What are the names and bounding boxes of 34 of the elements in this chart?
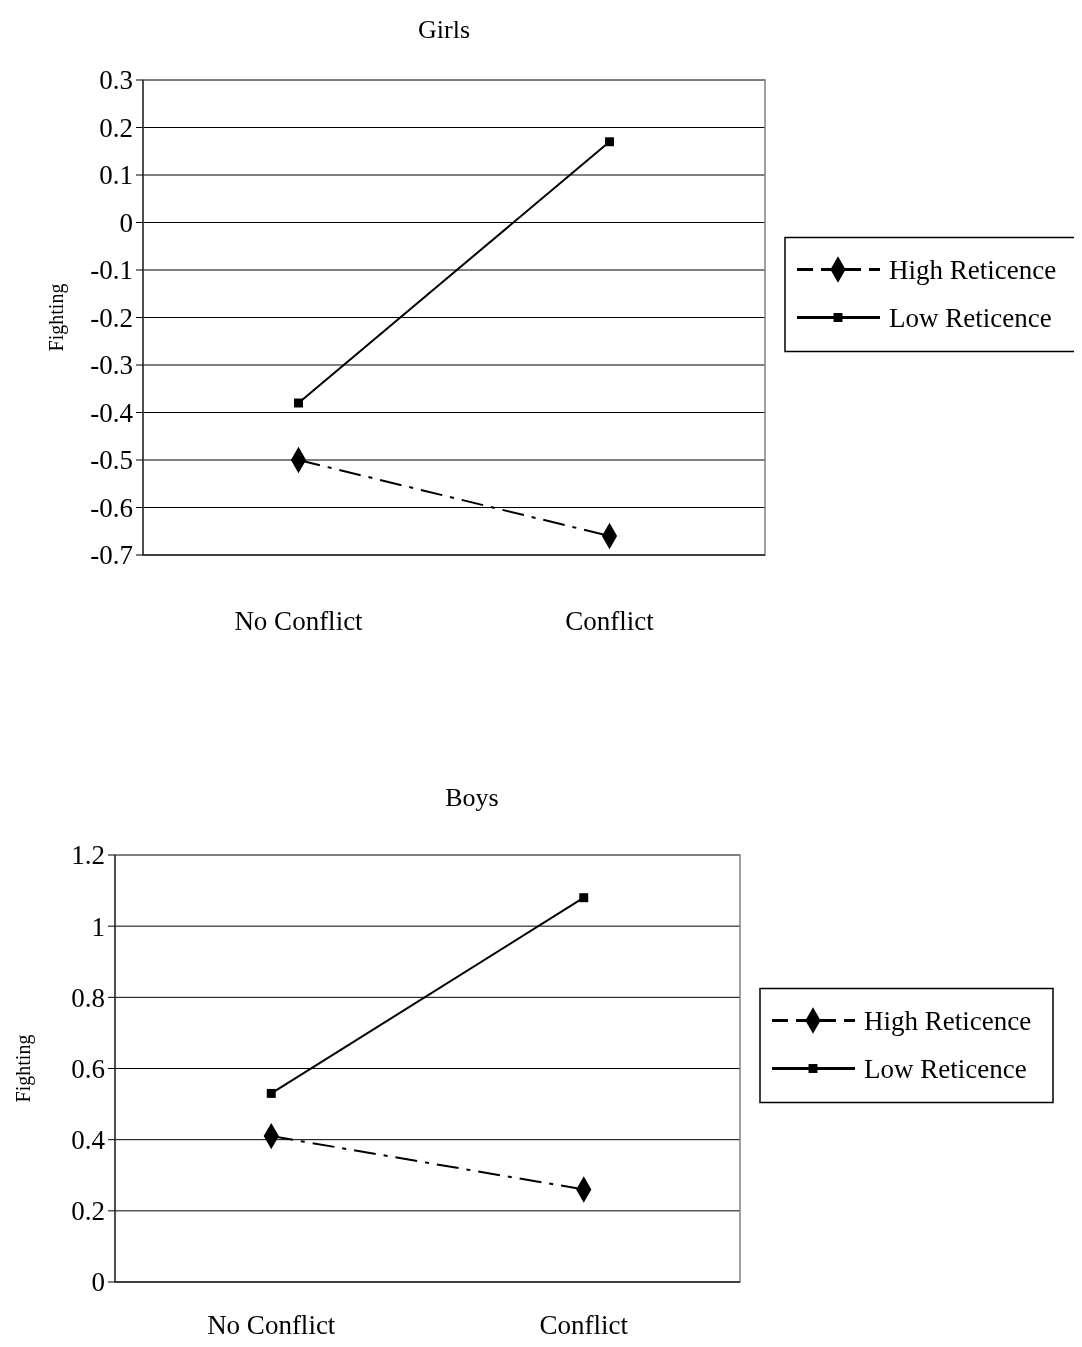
y-tick-label: -0.2: [90, 302, 133, 333]
chart-title: Boys: [445, 783, 499, 812]
y-tick-label: 0: [119, 207, 133, 238]
y-tick-label: 1.2: [71, 840, 105, 871]
y-tick-label: 0.2: [99, 112, 133, 143]
x-tick-label: Conflict: [539, 1310, 629, 1340]
y-axis-title: Fighting: [12, 1034, 35, 1103]
y-tick-label: 0.2: [71, 1196, 105, 1227]
y-tick-label: 0: [91, 1267, 105, 1298]
y-tick-label: 1: [91, 911, 105, 942]
y-tick-label: 0.8: [71, 982, 105, 1013]
y-tick-label: -0.3: [90, 350, 133, 381]
y-tick-label: 0.6: [71, 1053, 105, 1084]
chart-title: Girls: [418, 15, 470, 44]
point: [266, 1088, 276, 1098]
y-tick-label: 0.4: [71, 1125, 106, 1156]
legend-label: Low Reticence: [889, 302, 1052, 333]
x-tick-label: Conflict: [565, 606, 655, 636]
y-tick-label: -0.7: [90, 540, 133, 571]
y-tick-label: -0.1: [90, 255, 133, 286]
y-tick-label: -0.4: [90, 397, 134, 428]
point: [579, 893, 589, 903]
point: [605, 137, 614, 147]
point: [294, 398, 303, 408]
y-axis-title: Fighting: [45, 283, 68, 352]
y-tick-label: -0.6: [90, 492, 133, 523]
legend-label: High Reticence: [864, 1005, 1032, 1036]
legend-label: Low Reticence: [864, 1053, 1027, 1084]
x-tick-label: No Conflict: [207, 1310, 336, 1340]
y-tick-label: 0.3: [99, 65, 133, 96]
legend-label: High Reticence: [889, 254, 1057, 285]
x-tick-label: No Conflict: [234, 606, 364, 636]
y-tick-label: 0.1: [99, 160, 133, 191]
y-tick-label: -0.5: [90, 445, 133, 476]
